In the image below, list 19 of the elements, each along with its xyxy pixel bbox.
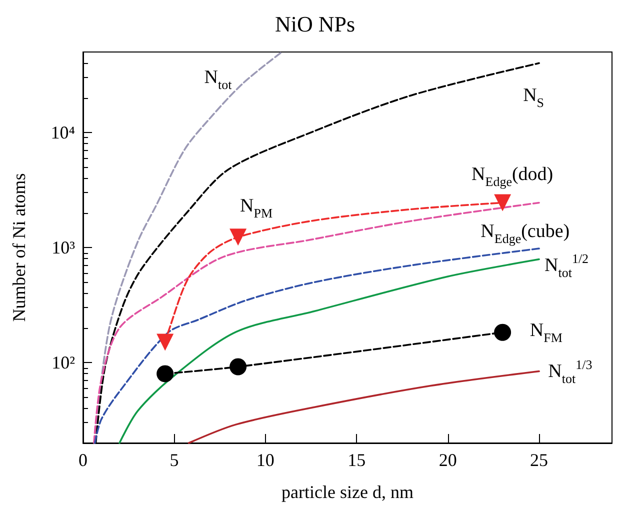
- chart-title: NiO NPs: [274, 12, 356, 36]
- x-tick-label: 20: [438, 450, 457, 470]
- y-axis-title: Number of Ni atoms: [9, 173, 29, 322]
- x-tick-label: 10: [256, 450, 274, 470]
- x-tick-label: 0: [78, 450, 88, 470]
- x-axis-title: particle size d, nm: [282, 482, 414, 502]
- y-tick-label: 10⁴: [50, 122, 75, 142]
- x-tick-label: 25: [530, 450, 548, 470]
- y-tick-label: 10³: [52, 238, 76, 258]
- point: [156, 334, 174, 351]
- point: [156, 365, 174, 382]
- point: [230, 358, 247, 376]
- point: [494, 324, 512, 341]
- point: [494, 194, 512, 212]
- x-tick-label: 15: [348, 450, 366, 470]
- x-tick-label: 5: [170, 450, 179, 470]
- point: [230, 228, 247, 246]
- y-tick-label: 10²: [52, 352, 75, 373]
- line-series: [188, 370, 540, 444]
